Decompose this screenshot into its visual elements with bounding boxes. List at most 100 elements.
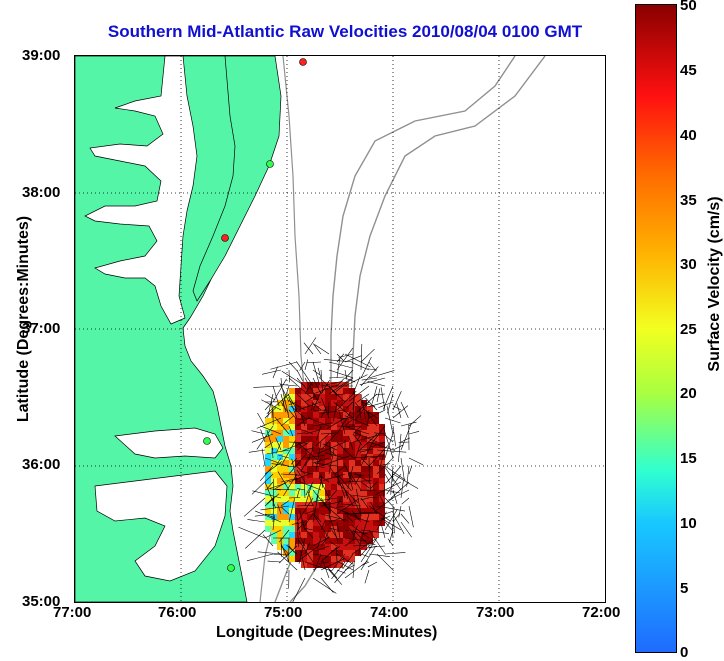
velocity-cell [313,442,319,448]
velocity-cell [331,478,337,484]
velocity-cell [343,502,349,508]
velocity-cell [343,388,349,394]
velocity-vector [261,429,265,442]
velocity-cell [331,424,337,430]
velocity-cell [331,550,337,556]
velocity-cell [295,388,301,394]
velocity-vector [305,359,308,370]
colorbar-tick-label: 30 [680,256,697,273]
velocity-cell [361,514,367,520]
colorbar-tick-label: 50 [680,0,697,14]
colorbar-tick-label: 20 [680,385,697,402]
velocity-cell [355,490,361,496]
velocity-cell [277,406,283,412]
velocity-cell [283,514,289,520]
velocity-cell [289,436,295,442]
velocity-cell [337,544,343,550]
velocity-cell [367,406,373,412]
velocity-cell [289,388,295,394]
velocity-cell [295,436,301,442]
map-title: Southern Mid-Atlantic Raw Velocities 201… [60,22,630,42]
velocity-vector [270,362,297,369]
velocity-cell [325,472,331,478]
velocity-cell [331,556,337,562]
velocity-vector [393,391,401,410]
velocity-vector [401,514,409,523]
velocity-vector [361,349,375,362]
velocity-vector [409,415,421,426]
velocity-cell [373,514,379,520]
velocity-vector [307,362,321,363]
velocity-cell [355,502,361,508]
velocity-cell [277,514,283,520]
velocity-cell [361,472,367,478]
velocity-vector [365,570,369,583]
velocity-cell [271,424,277,430]
velocity-cell [301,436,307,442]
velocity-cell [379,496,385,502]
velocity-vector [397,403,401,418]
velocity-vector [273,386,279,406]
velocity-cell [337,520,343,526]
velocity-cell [313,436,319,442]
velocity-cell [355,460,361,466]
velocity-cell [289,556,295,562]
velocity-cell [289,502,295,508]
velocity-cell [295,400,301,406]
velocity-cell [283,538,289,544]
velocity-cell [373,496,379,502]
velocity-cell [307,538,313,544]
velocity-cell [325,520,331,526]
velocity-vector [402,498,409,504]
velocity-vector [401,458,404,480]
velocity-cell [301,460,307,466]
colorbar-tick-label: 10 [680,515,697,532]
velocity-cell [337,388,343,394]
velocity-cell [289,532,295,538]
velocity-vector [409,431,419,434]
velocity-cell [301,496,307,502]
velocity-cell [319,430,325,436]
velocity-cell [373,502,379,508]
velocity-cell [361,484,367,490]
velocity-cell [301,532,307,538]
velocity-cell [337,436,343,442]
velocity-vector [385,552,405,554]
y-tick-label: 39:00 [22,47,60,64]
y-axis-label: Latitude (Degrees:Minutes) [15,199,33,439]
velocity-cell [265,520,271,526]
velocity-cell [271,526,277,532]
velocity-vector [345,561,368,578]
velocity-vector [313,362,320,385]
velocity-cell [277,532,283,538]
velocity-cell [373,454,379,460]
velocity-cell [313,526,319,532]
velocity-vector [247,554,273,561]
map-canvas [75,56,605,602]
velocity-vector [262,449,265,466]
velocity-vector [361,344,362,370]
velocity-vector [398,434,401,462]
velocity-cell [337,550,343,556]
velocity-vector [251,431,265,434]
map-plot-area [74,55,606,603]
velocity-cell [331,442,337,448]
velocity-cell [349,544,355,550]
velocity-cell [271,538,277,544]
velocity-cell [301,490,307,496]
velocity-cell [331,400,337,406]
velocity-cell [283,472,289,478]
velocity-cell [295,502,301,508]
velocity-cell [271,412,277,418]
velocity-vector [401,402,408,418]
x-tick-label: 77:00 [53,604,91,621]
velocity-cell [367,472,373,478]
velocity-vector [362,378,377,380]
velocity-cell [361,442,367,448]
velocity-cell [325,484,331,490]
velocity-cell [325,556,331,562]
velocity-cell [331,436,337,442]
colorbar-tick-label: 0 [680,644,688,661]
velocity-cell [373,448,379,454]
velocity-cell [325,400,331,406]
